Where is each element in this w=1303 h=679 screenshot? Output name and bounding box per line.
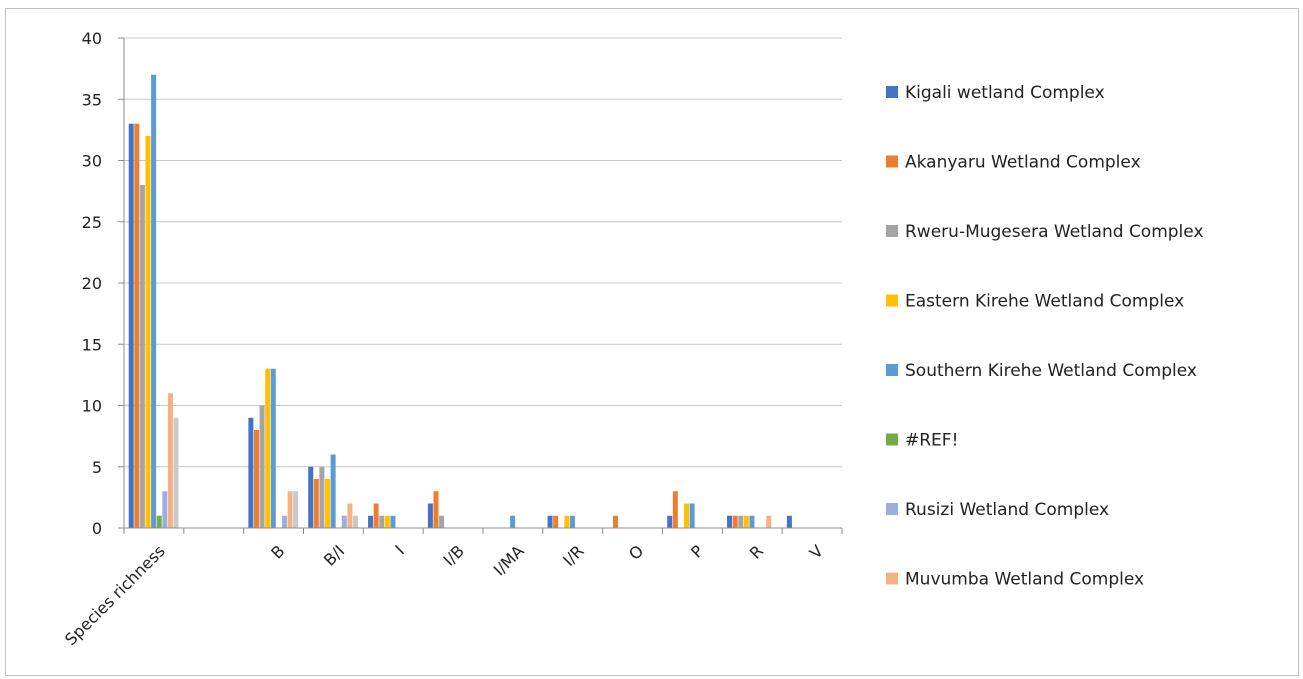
bar xyxy=(667,515,673,528)
x-tick-label: V xyxy=(806,541,827,562)
bar xyxy=(347,503,353,528)
legend-swatch xyxy=(886,294,898,307)
x-tick-labels: Species richness B B/I I I/B I/MA I/R O P R V xyxy=(61,541,827,649)
bar xyxy=(569,515,575,528)
bar xyxy=(325,479,331,528)
x-tick-label: B/I xyxy=(320,541,348,569)
y-tick-label: 5 xyxy=(92,458,102,477)
bar xyxy=(510,515,516,528)
legend-label: Rusizi Wetland Complex xyxy=(905,500,1109,520)
legend-label: Muvumba Wetland Complex xyxy=(905,570,1144,590)
bar xyxy=(156,515,162,528)
bar xyxy=(167,393,173,528)
bar xyxy=(384,515,390,528)
x-tick-label: B xyxy=(267,541,288,562)
bar xyxy=(738,515,744,528)
y-tick-labels: 0 5 10 15 20 25 30 35 40 xyxy=(82,29,102,538)
bar xyxy=(145,136,151,528)
bar xyxy=(732,515,738,528)
legend-swatch xyxy=(886,503,898,515)
legend-swatch xyxy=(886,433,898,446)
x-tick-label: I/R xyxy=(559,541,587,569)
bar xyxy=(672,491,678,528)
bar xyxy=(139,185,145,528)
bar xyxy=(253,430,259,528)
legend-label: Akanyaru Wetland Complex xyxy=(905,153,1141,173)
bar xyxy=(547,515,553,528)
bar xyxy=(248,417,254,528)
bar xyxy=(368,515,374,528)
bar xyxy=(749,515,755,528)
legend: Kigali wetland Complex Akanyaru Wetland C… xyxy=(886,83,1204,590)
x-tick-label: Species richness xyxy=(61,541,169,649)
bar xyxy=(341,515,347,528)
bar xyxy=(151,74,157,528)
bar xyxy=(564,515,570,528)
bar xyxy=(308,466,314,528)
y-tick-label: 25 xyxy=(82,213,102,232)
legend-swatch xyxy=(886,364,898,376)
bar xyxy=(270,368,276,528)
bar xyxy=(319,466,325,528)
bar xyxy=(330,454,336,528)
bar xyxy=(287,491,293,528)
bar xyxy=(173,417,179,528)
bar xyxy=(313,479,319,528)
chart-frame xyxy=(5,8,1299,676)
y-tick-label: 0 xyxy=(92,519,102,538)
x-tick-label: I/B xyxy=(440,541,468,569)
bar xyxy=(743,515,749,528)
y-tick-label: 10 xyxy=(82,397,102,416)
bar xyxy=(379,515,385,528)
legend-label: Eastern Kirehe Wetland Complex xyxy=(905,292,1184,312)
y-tick-label: 40 xyxy=(82,29,102,48)
y-tick-label: 35 xyxy=(82,90,102,109)
bar xyxy=(281,515,287,528)
bar xyxy=(265,368,271,528)
bar xyxy=(766,515,772,528)
gridlines xyxy=(124,37,842,468)
bar xyxy=(612,515,618,528)
bar xyxy=(162,491,168,528)
bar xyxy=(727,515,733,528)
bar xyxy=(427,503,433,528)
x-tick-label: I/MA xyxy=(490,541,528,579)
y-tick-label: 15 xyxy=(82,335,102,354)
bar xyxy=(373,503,379,528)
bar xyxy=(786,515,792,528)
legend-swatch xyxy=(886,155,898,168)
x-tick-label: P xyxy=(687,541,708,562)
legend-label: #REF! xyxy=(905,431,958,451)
bar xyxy=(684,503,690,528)
x-tick-label: O xyxy=(625,541,647,563)
bar xyxy=(128,123,134,528)
bar xyxy=(390,515,396,528)
legend-label: Kigali wetland Complex xyxy=(905,83,1105,103)
bar xyxy=(353,515,359,528)
bar xyxy=(259,405,265,528)
y-tick-label: 20 xyxy=(82,274,102,293)
x-tick-label: I xyxy=(391,541,408,558)
y-tick-label: 30 xyxy=(82,152,102,171)
legend-label: Rweru-Mugesera Wetland Complex xyxy=(905,222,1204,242)
legend-label: Southern Kirehe Wetland Complex xyxy=(905,361,1197,381)
bar xyxy=(134,123,140,528)
bar xyxy=(689,503,695,528)
bar xyxy=(433,491,439,528)
bar xyxy=(439,515,445,528)
x-tick-label: R xyxy=(746,541,767,562)
bars xyxy=(128,74,792,528)
bar xyxy=(293,491,299,528)
legend-swatch xyxy=(886,572,898,585)
bar xyxy=(553,515,559,528)
legend-swatch xyxy=(886,225,898,237)
legend-swatch xyxy=(886,86,898,98)
axes xyxy=(118,37,843,534)
